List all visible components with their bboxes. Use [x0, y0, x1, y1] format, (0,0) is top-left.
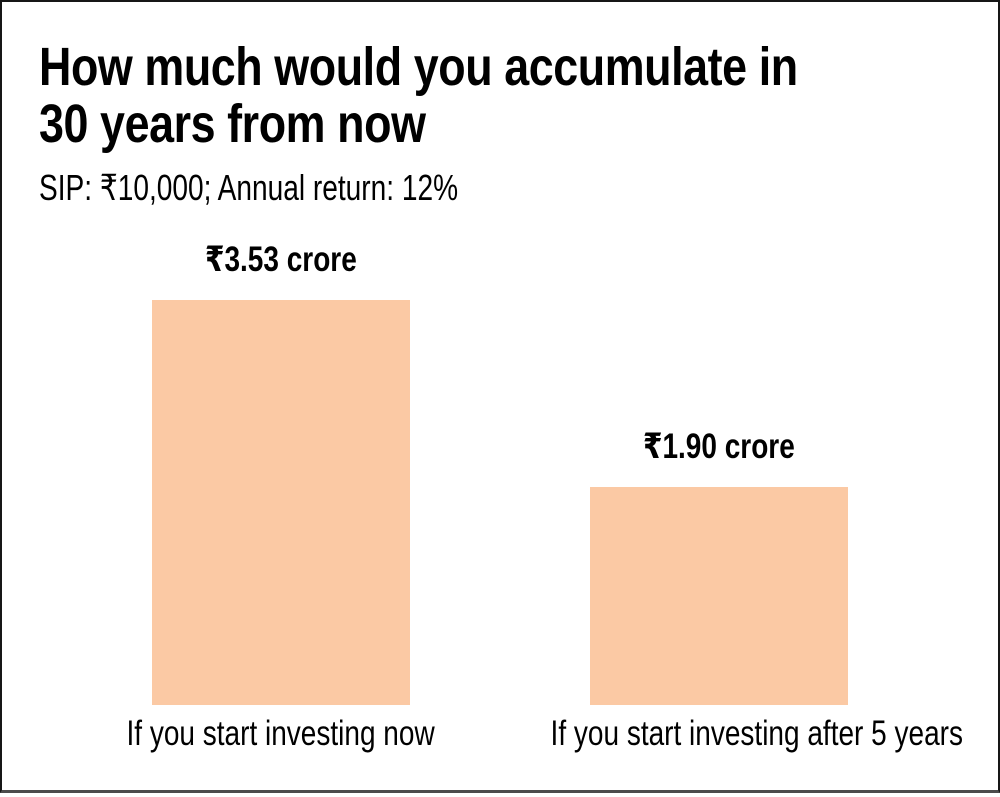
- chart-title-line-2: 30 years from now: [39, 94, 426, 154]
- category-label: If you start investing now: [126, 714, 436, 753]
- value-label: ₹1.90 crore: [643, 427, 795, 466]
- bar: [590, 487, 848, 705]
- category-label: If you start investing after 5 years: [550, 714, 963, 753]
- value-label: ₹3.53 crore: [205, 240, 357, 279]
- chart-title-line-1: How much would you accumulate in: [39, 37, 798, 97]
- bar-group-invest-now: ₹3.53 crore If you start investing now: [61, 240, 501, 753]
- chart-title: How much would you accumulate in 30 year…: [39, 39, 953, 153]
- bar-group-invest-after-5-years: ₹1.90 crore If you start investing after…: [499, 427, 963, 753]
- bar: [152, 300, 410, 705]
- chart-subtitle: SIP: ₹10,000; Annual return: 12%: [39, 167, 459, 208]
